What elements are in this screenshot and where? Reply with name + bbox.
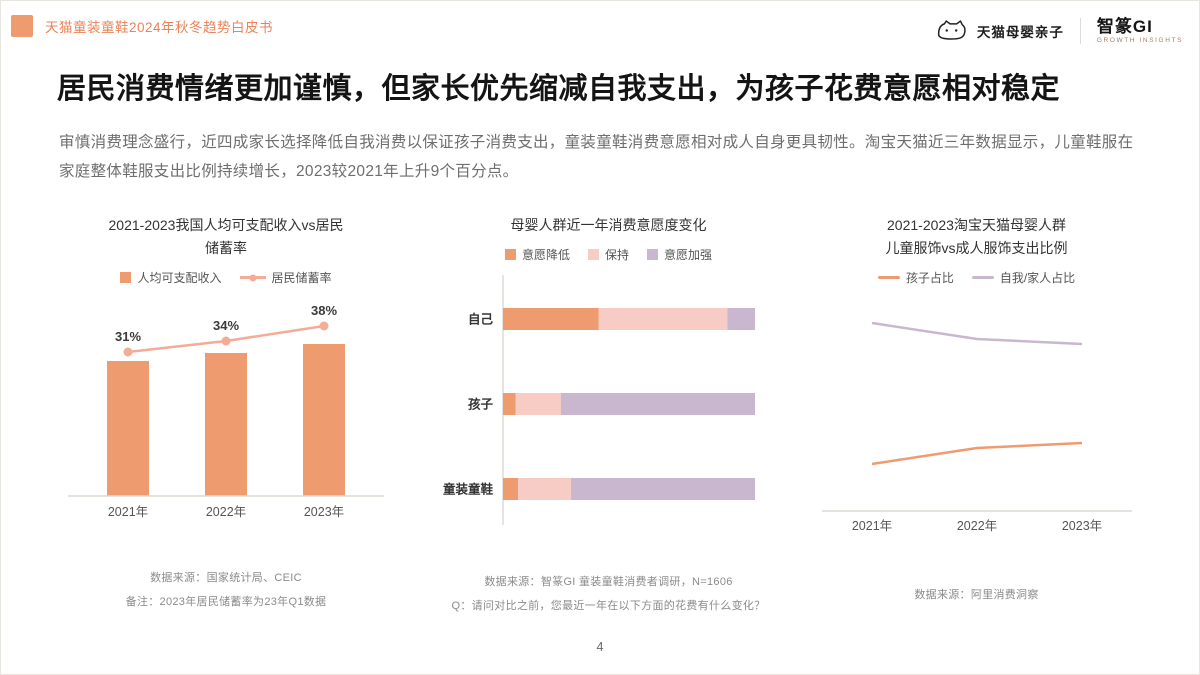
decrease-legend-label: 意愿降低 [521, 248, 570, 263]
svg-text:38%: 38% [311, 303, 337, 318]
chart3-legend: 孩子占比 自我/家人占比 [877, 269, 1076, 286]
zhizhuan-gi-logo: 智篆GI GROWTH INSIGHTS [1097, 17, 1183, 44]
brand-accent-block [11, 15, 33, 37]
svg-text:2023年: 2023年 [1061, 519, 1101, 533]
increase-swatch [647, 249, 658, 261]
decrease-swatch [504, 249, 516, 261]
brand-right: 天猫母婴亲子 智篆GI GROWTH INSIGHTS [934, 15, 1183, 44]
brand-left: 天猫童装童鞋2024年秋冬趋势白皮书 [11, 15, 273, 37]
chart-income-vs-savings: 2021-2023我国人均可支配收入vs居民 储蓄率 人均可支配收入 居民储蓄率… [61, 214, 391, 615]
chart1-title-line1: 2021-2023我国人均可支配收入vs居民 [108, 217, 344, 233]
intro-paragraph: 审慎消费理念盛行，近四成家长选择降低自我消费以保证孩子消费支出，童装童鞋消费意愿… [59, 134, 1134, 180]
doc-title: 天猫童装童鞋2024年秋冬趋势白皮书 [45, 20, 274, 35]
legend-item-keep: 保持 [587, 246, 629, 263]
chart2-legend: 意愿降低 保持 意愿加强 [504, 246, 712, 263]
svg-text:2021年: 2021年 [108, 505, 148, 519]
chart1-canvas: 31% 34% 38% 2021年 2022年 2023年 [68, 303, 384, 519]
chart3-source: 数据来源：阿里消费洞察 [914, 589, 1039, 602]
svg-text:自己: 自己 [468, 312, 494, 327]
legend-item-income: 人均可支配收入 [120, 269, 222, 286]
legend-item-self-share: 自我/家人占比 [971, 269, 1076, 286]
chart-willingness-change: 母婴人群近一年消费意愿度变化 意愿降低 保持 意愿加强 自己孩子童装童鞋 数据来… [431, 214, 786, 618]
page-number: 4 [596, 640, 604, 654]
svg-text:童装童鞋: 童装童鞋 [443, 482, 494, 497]
chart3-title-line1: 2021-2023淘宝天猫母婴人群 [887, 217, 1066, 233]
child-share-swatch [877, 276, 900, 280]
tmall-cat-icon [934, 19, 968, 42]
self-share-swatch [971, 276, 994, 280]
legend-item-child-share: 孩子占比 [877, 269, 954, 286]
svg-text:2023年: 2023年 [304, 505, 344, 519]
increase-legend-label: 意愿加强 [664, 248, 713, 263]
chart1-title-line2: 储蓄率 [204, 240, 247, 257]
keep-swatch [587, 249, 599, 261]
legend-item-decrease: 意愿降低 [504, 246, 570, 263]
savings-legend-label: 居民储蓄率 [271, 271, 332, 286]
svg-text:2022年: 2022年 [206, 505, 246, 519]
legend-item-savings: 居民储蓄率 [239, 269, 332, 286]
chart1-legend: 人均可支配收入 居民储蓄率 [120, 269, 332, 286]
chart3-canvas: 2021年 2022年 2023年 [821, 321, 1132, 533]
chart1-note: 备注：2023年居民储蓄率为23年Q1数据 [125, 596, 327, 609]
top-bar: 天猫童装童鞋2024年秋冬趋势白皮书 天猫母婴亲子 智篆GI GROWTH IN… [11, 15, 1183, 44]
page-title: 居民消费情绪更加谨慎，但家长优先缩减自我支出，为孩子花费意愿相对稳定 [57, 73, 1061, 105]
self-share-legend-label: 自我/家人占比 [999, 271, 1076, 286]
chart1-title: 2021-2023我国人均可支配收入vs居民 储蓄率 [109, 214, 344, 260]
chart3-title-line2: 儿童服饰vs成人服饰支出比例 [885, 240, 1068, 257]
svg-text:2021年: 2021年 [851, 519, 891, 533]
svg-text:34%: 34% [213, 318, 239, 333]
svg-text:孩子: 孩子 [468, 397, 494, 412]
child-share-legend-label: 孩子占比 [905, 271, 954, 286]
chart1-source: 数据来源：国家统计局、CEIC [150, 572, 302, 585]
growth-insights-label: GROWTH INSIGHTS [1096, 36, 1183, 44]
income-legend-label: 人均可支配收入 [137, 271, 222, 286]
keep-legend-label: 保持 [604, 248, 629, 263]
savings-line-dot [249, 274, 256, 282]
svg-text:2022年: 2022年 [956, 519, 996, 533]
chart2-question: Q：请问对比之前，您最近一年在以下方面的花费有什么变化？ [451, 600, 766, 613]
zhizhuan-gi-logo-text: 智篆GI [1096, 17, 1153, 36]
chart-child-vs-adult-spend: 2021-2023淘宝天猫母婴人群 儿童服饰vs成人服饰支出比例 孩子占比 自我… [809, 214, 1144, 607]
income-bar-swatch [120, 272, 132, 284]
chart2-source: 数据来源：智篆GI 童装童鞋消费者调研，N=1606 [484, 576, 733, 589]
legend-item-increase: 意愿加强 [647, 246, 712, 263]
chart2-footnote: 数据来源：智篆GI 童装童鞋消费者调研，N=1606 Q：请问对比之前，您最近一… [452, 570, 766, 618]
chart1-footnote: 数据来源：国家统计局、CEIC 备注：2023年居民储蓄率为23年Q1数据 [126, 566, 327, 614]
logo-divider [1079, 17, 1081, 44]
chart2-title: 母婴人群近一年消费意愿度变化 [510, 217, 707, 233]
savings-line-swatch [239, 274, 266, 282]
tmall-mombaby-logo-text: 天猫母婴亲子 [976, 24, 1064, 40]
chart3-title: 2021-2023淘宝天猫母婴人群 儿童服饰vs成人服饰支出比例 [886, 214, 1068, 260]
chart3-footnote: 数据来源：阿里消费洞察 [914, 583, 1038, 607]
svg-text:31%: 31% [115, 329, 141, 344]
